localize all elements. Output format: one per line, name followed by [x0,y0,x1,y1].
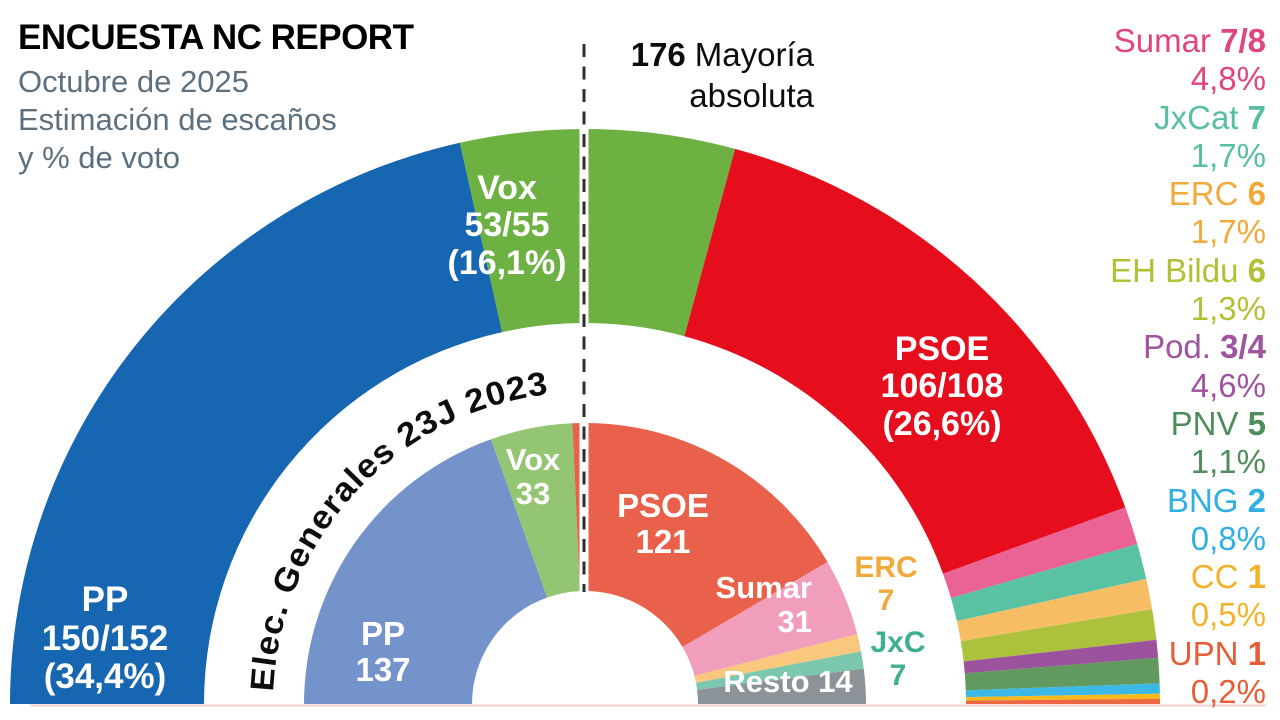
label-vox-inner: Vox 33 [483,442,583,512]
legend-pct: 1,7% [1190,136,1266,174]
label-resto-inner: Resto 14 [700,664,876,699]
subtitle-line: Octubre de 2025 [18,64,249,99]
segment-outer-pp [10,142,503,704]
legend-pct: 0,5% [1190,596,1266,634]
label-line: 7 [877,584,895,617]
chart-title: ENCUESTA NC REPORT [18,18,414,57]
legend-pct: 4,8% [1190,60,1266,98]
legend-party-seats: JxCat 7 [1154,98,1266,136]
label-psoe-inner: PSOE 121 [603,487,723,561]
subtitle-line: Estimación de escaños [18,102,337,137]
label-line: (26,6%) [882,404,1002,443]
segment-outer-sumar [943,507,1138,598]
label-line: 7 [889,659,907,692]
majority-word1: Mayoría [694,36,814,73]
label-pp-outer: PP 150/152 (34,4%) [23,580,187,697]
segment-outer-pnv [964,657,1160,691]
label-line: 106/108 [880,367,1004,406]
label-line: (34,4%) [43,657,167,696]
segment-outer-eh-bildu [960,609,1157,662]
majority-word2: absoluta [689,77,814,114]
segment-inner-jxc [696,651,864,690]
legend-party-seats: CC 1 [1190,558,1266,596]
segment-outer-erc [956,578,1153,642]
majority-annotation: 176 Mayoría absoluta [598,34,814,116]
label-line: Vox [505,442,561,477]
outer-ring [10,129,1161,704]
label-line: PP [81,580,129,619]
segment-inner-pp [304,439,548,704]
label-line: Sumar [715,570,812,605]
label-pp-inner: PP 137 [323,615,443,689]
label-line: PSOE [894,330,990,368]
segment-inner-resto [697,668,866,704]
label-line: Resto 14 [723,664,853,699]
label-line: JxC [870,626,926,659]
majority-seats: 176 [630,36,686,73]
legend-pct: 1,1% [1190,443,1266,481]
legend-party-seats: ERC 6 [1168,175,1266,213]
segment-outer-pod [963,639,1159,674]
legend-party-seats: EH Bildu 6 [1110,251,1266,289]
legend-pct: 0,2% [1190,673,1266,711]
legend-item-pod: Pod. 3/4 4,6% [1110,328,1266,405]
label-line: 150/152 [41,618,169,658]
label-sumar-inner: Sumar 31 [660,570,812,640]
segment-outer-vox [459,129,736,337]
legend-pct: 1,3% [1190,290,1266,328]
segment-outer-jxcat [950,544,1147,622]
label-line: 137 [355,651,411,689]
segment-inner-vox [491,423,580,598]
label-line: 33 [515,476,551,512]
inner-ring [304,422,866,704]
label-vox-outer: Vox 53/55 (16,1%) [424,169,590,282]
segment-outer-upn [965,698,1161,704]
segment-inner-psoe [572,422,828,647]
segment-outer-cc [965,693,1160,701]
label-psoe-outer: PSOE 106/108 (26,6%) [858,330,1026,443]
legend-pct: 0,8% [1190,519,1266,557]
legend-item-jxcat: JxCat 7 1,7% [1110,99,1266,176]
label-line: ERC [854,551,918,584]
legend-item-bng: BNG 2 0,8% [1110,482,1266,559]
label-erc: ERC 7 [836,551,936,617]
chart-header: ENCUESTA NC REPORT Octubre de 2025 Estim… [18,18,414,177]
legend-party-seats: BNG 2 [1166,481,1266,519]
segment-inner-sumar [682,562,858,676]
legend: Sumar 7/8 4,8% JxCat 7 1,7% ERC 6 1,7% EH Bild… [1110,22,1266,711]
legend-party-seats: Pod. 3/4 [1143,328,1266,366]
legend-item-erc: ERC 6 1,7% [1110,175,1266,252]
label-line: Vox [477,169,537,207]
label-line: 121 [635,523,691,561]
label-jxc: JxC 7 [848,626,948,692]
segment-inner-erc [694,634,862,683]
segment-outer-bng [965,683,1160,698]
legend-item-upn: UPN 1 0,2% [1110,635,1266,712]
subtitle-line: y % de voto [18,140,180,175]
label-line: PP [360,615,406,652]
legend-party-seats: PNV 5 [1170,404,1266,442]
chart-subtitle: Octubre de 2025 Estimación de escaños y … [18,63,413,177]
legend-item-eh-bildu: EH Bildu 6 1,3% [1110,252,1266,329]
majority-line1: 176 Mayoría [598,34,814,75]
legend-party-seats: UPN 1 [1168,634,1266,672]
legend-item-pnv: PNV 5 1,1% [1110,405,1266,482]
legend-pct: 1,7% [1190,213,1266,251]
label-line: (16,1%) [447,243,567,282]
segment-outer-psoe [684,148,1126,574]
label-line: PSOE [617,487,709,524]
label-line: 31 [777,604,812,640]
legend-item-sumar: Sumar 7/8 4,8% [1110,22,1266,99]
legend-party-seats: Sumar 7/8 [1113,22,1266,59]
label-line: 53/55 [464,206,550,245]
legend-pct: 4,6% [1190,366,1266,404]
legend-item-cc: CC 1 0,5% [1110,558,1266,635]
